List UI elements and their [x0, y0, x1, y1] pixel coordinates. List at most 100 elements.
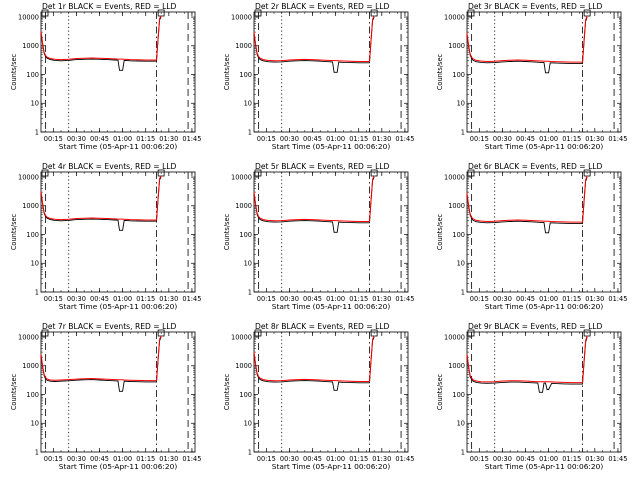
y-tick-label: 100 [26, 231, 39, 239]
y-tick-label: 10000 [231, 13, 252, 21]
y-tick-label: 10000 [18, 13, 39, 21]
x-axis-label: Start Time (05-Apr-11 00:06:20) [485, 142, 604, 151]
x-tick-label: 00:45 [90, 295, 109, 303]
y-tick-label: 1000 [448, 42, 465, 50]
saturation-marker [467, 9, 475, 17]
x-tick-label: 00:30 [280, 135, 299, 143]
lld-series-line [466, 175, 588, 223]
saturation-marker [41, 9, 49, 17]
x-tick-label: 01:00 [113, 455, 132, 463]
x-tick-label: 01:00 [539, 295, 558, 303]
x-tick-label: 01:30 [372, 135, 391, 143]
y-tick-label: 10000 [444, 173, 465, 181]
x-tick-label: 00:30 [493, 295, 512, 303]
panel-title: Det 7r BLACK = Events, RED = LLD [42, 322, 177, 331]
x-axis-label: Start Time (05-Apr-11 00:06:20) [485, 302, 604, 311]
x-tick-label: 00:15 [257, 135, 276, 143]
x-tick-label: 01:15 [136, 295, 155, 303]
x-tick-label: 01:30 [372, 455, 391, 463]
panel-det-2: Det 2r BLACK = Events, RED = LLD 1 10 100 10… [223, 2, 414, 151]
x-tick-label: 01:15 [136, 135, 155, 143]
x-tick-label: 00:45 [303, 455, 322, 463]
panel-title: Det 9r BLACK = Events, RED = LLD [468, 322, 603, 331]
events-series-line [40, 16, 162, 71]
x-tick-label: 01:15 [562, 295, 581, 303]
saturation-marker [254, 169, 262, 177]
lld-series-line [253, 335, 375, 382]
plot-frame [253, 171, 409, 293]
panel-det-5: Det 5r BLACK = Events, RED = LLD 1 10 100 10… [223, 162, 414, 311]
plot-frame [40, 331, 196, 453]
x-tick-label: 00:45 [516, 295, 535, 303]
x-tick-label: 00:15 [470, 455, 489, 463]
x-tick-label: 01:45 [182, 295, 201, 303]
events-series-line [40, 336, 162, 392]
x-tick-label: 00:15 [257, 455, 276, 463]
y-tick-label: 1000 [235, 202, 252, 210]
x-axis-label: Start Time (05-Apr-11 00:06:20) [59, 302, 178, 311]
y-axis-label: Counts/sec [223, 373, 231, 410]
y-axis-label: Counts/sec [223, 213, 231, 250]
y-tick-label: 10000 [231, 333, 252, 341]
y-tick-label: 10 [457, 420, 465, 428]
x-tick-label: 01:45 [395, 295, 414, 303]
y-axis-label: Counts/sec [436, 213, 444, 250]
y-tick-label: 10 [31, 420, 39, 428]
plot-frame [466, 11, 622, 133]
lld-series-line [40, 335, 162, 382]
y-axis-label: Counts/sec [436, 53, 444, 90]
x-tick-label: 00:30 [493, 135, 512, 143]
y-axis-label: Counts/sec [10, 53, 18, 90]
x-tick-label: 01:15 [562, 135, 581, 143]
panel-det-4: Det 4r BLACK = Events, RED = LLD 1 10 100 10… [10, 162, 201, 311]
events-series-line [466, 336, 588, 393]
y-tick-label: 1 [248, 448, 252, 456]
y-tick-label: 100 [239, 391, 252, 399]
y-tick-label: 100 [26, 391, 39, 399]
events-series-line [466, 176, 588, 234]
x-tick-label: 01:15 [562, 455, 581, 463]
y-tick-label: 1 [248, 128, 252, 136]
plot-frame [253, 331, 409, 453]
saturation-marker [41, 329, 49, 337]
x-tick-label: 00:30 [67, 295, 86, 303]
x-tick-label: 01:30 [585, 295, 604, 303]
y-tick-label: 100 [239, 231, 252, 239]
y-tick-label: 10000 [444, 13, 465, 21]
x-axis-label: Start Time (05-Apr-11 00:06:20) [272, 302, 391, 311]
x-tick-label: 00:15 [257, 295, 276, 303]
x-tick-label: 00:30 [280, 455, 299, 463]
x-tick-label: 00:15 [44, 295, 63, 303]
x-tick-label: 01:45 [608, 295, 627, 303]
y-axis-label: Counts/sec [436, 373, 444, 410]
x-tick-label: 00:30 [67, 455, 86, 463]
panel-title: Det 4r BLACK = Events, RED = LLD [42, 162, 177, 171]
plot-frame [466, 331, 622, 453]
x-tick-label: 01:45 [182, 455, 201, 463]
y-tick-label: 100 [239, 71, 252, 79]
x-tick-label: 00:45 [516, 455, 535, 463]
y-tick-label: 10 [244, 420, 252, 428]
x-tick-label: 01:30 [585, 455, 604, 463]
panel-det-8: Det 8r BLACK = Events, RED = LLD 1 10 100 10… [223, 322, 414, 471]
x-tick-label: 01:45 [395, 135, 414, 143]
x-tick-label: 00:15 [470, 295, 489, 303]
y-tick-label: 1 [461, 448, 465, 456]
y-tick-label: 1000 [448, 202, 465, 210]
y-tick-label: 1 [35, 128, 39, 136]
y-tick-label: 10 [457, 260, 465, 268]
y-tick-label: 1 [35, 448, 39, 456]
y-tick-label: 1 [461, 288, 465, 296]
y-tick-label: 10 [31, 260, 39, 268]
y-tick-label: 100 [452, 391, 465, 399]
plot-frame [40, 171, 196, 293]
x-tick-label: 00:45 [516, 135, 535, 143]
plot-frame [253, 11, 409, 133]
y-tick-label: 10 [244, 100, 252, 108]
x-axis-label: Start Time (05-Apr-11 00:06:20) [485, 462, 604, 471]
panel-det-3: Det 3r BLACK = Events, RED = LLD 1 10 100 10… [436, 2, 627, 151]
y-axis-label: Counts/sec [10, 373, 18, 410]
panel-title: Det 5r BLACK = Events, RED = LLD [255, 162, 390, 171]
y-tick-label: 1000 [22, 202, 39, 210]
